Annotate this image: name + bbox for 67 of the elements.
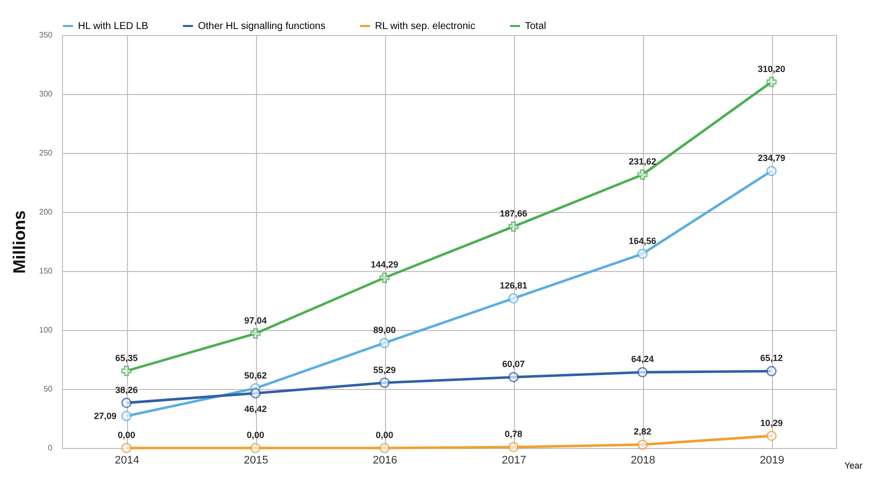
legend-label: Other HL signalling functions	[198, 21, 326, 32]
data-label: 60,07	[502, 359, 525, 370]
y-axis-title: Millions	[10, 210, 30, 274]
data-label: 144,29	[370, 260, 398, 270]
data-label: 234,79	[758, 152, 786, 163]
point	[379, 338, 390, 348]
point	[121, 398, 132, 408]
point	[766, 76, 777, 88]
point	[379, 442, 390, 454]
data-label: 10,29	[760, 418, 783, 428]
data-label: 187,66	[500, 208, 528, 219]
y-tick-label: 300	[39, 90, 54, 98]
point	[508, 442, 519, 452]
point	[379, 378, 390, 388]
point	[121, 442, 132, 454]
data-label: 2,82	[634, 426, 652, 437]
data-label: 46,42	[244, 404, 267, 414]
y-tick-label: 150	[39, 266, 54, 276]
data-label: 164,56	[628, 236, 656, 246]
data-label: 38,26	[115, 384, 138, 395]
legend-label: Total	[525, 21, 546, 32]
point	[508, 372, 519, 382]
point	[766, 430, 777, 442]
point	[250, 328, 261, 339]
data-label: 64,24	[631, 354, 654, 364]
data-label: 0,00	[118, 430, 136, 440]
data-label: 0,00	[246, 430, 264, 440]
y-tick-label: 0	[48, 444, 54, 452]
point	[121, 366, 132, 376]
y-tick-label: 250	[39, 148, 54, 158]
point	[766, 366, 777, 376]
point	[508, 293, 519, 304]
x-tick-label: 2019	[760, 454, 784, 466]
y-tick-label: 50	[44, 384, 54, 394]
data-label: 0,78	[504, 429, 522, 440]
x-tick-label: 2017	[502, 454, 526, 466]
data-label: 65,12	[760, 353, 783, 364]
legend-label: RL with sep. electronic	[375, 21, 476, 32]
x-tick-label: 2018	[630, 454, 656, 466]
data-label: 65,35	[115, 352, 138, 363]
data-label: 0,00	[376, 430, 394, 440]
point	[637, 248, 648, 260]
y-tick-label: 350	[39, 30, 54, 40]
x-axis-title: Year	[844, 460, 862, 470]
data-label: 50,62	[244, 370, 267, 380]
point	[379, 272, 390, 283]
point	[766, 166, 777, 176]
x-tick-label: 2015	[244, 454, 268, 466]
x-tick-label: 2016	[372, 454, 398, 466]
data-label: 310,20	[758, 64, 786, 74]
point	[508, 221, 519, 232]
y-tick-label: 200	[39, 208, 54, 216]
data-label: 126,81	[500, 280, 528, 290]
point	[637, 439, 648, 450]
point	[250, 388, 261, 398]
x-tick-label: 2014	[114, 454, 140, 466]
legend-label: HL with LED LB	[78, 21, 149, 32]
data-label: 89,00	[373, 324, 396, 335]
point	[121, 410, 132, 422]
point	[637, 366, 648, 378]
point	[637, 169, 648, 180]
data-label: 231,62	[628, 156, 656, 167]
point	[250, 442, 261, 454]
data-label: 97,04	[244, 315, 267, 326]
data-label: 55,29	[373, 364, 396, 375]
y-tick-label: 100	[39, 326, 54, 334]
data-label: 27,09	[94, 411, 116, 422]
